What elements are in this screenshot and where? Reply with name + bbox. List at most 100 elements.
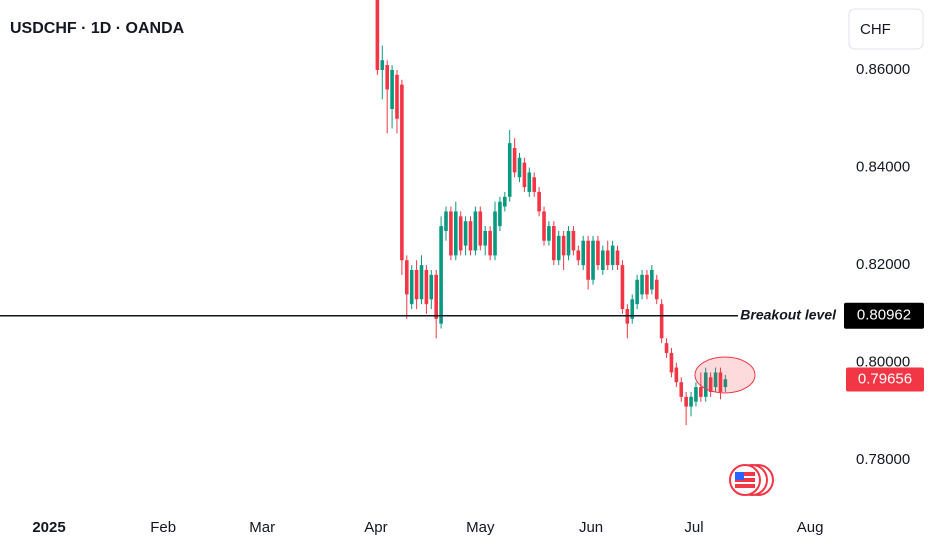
candle-body [503,196,507,207]
candle-body [640,274,644,295]
candle-body [576,250,581,261]
candle-body [561,235,566,256]
last-price: 0.79656 [858,370,912,387]
candle-body [380,60,385,70]
candle-body [566,230,571,256]
x-tick-label: Aug [797,519,824,536]
candle-body [605,250,610,266]
candle-body [498,201,502,227]
currency-box[interactable] [848,8,924,50]
chart-title: USDCHF · 1D · OANDA [10,20,185,37]
candle-body [556,235,561,261]
highlight-ellipse [694,356,756,394]
x-tick-label: Feb [150,519,176,536]
candle-body [703,372,708,397]
candle-body [679,382,684,397]
candle-body [512,148,517,173]
candle-body [713,372,718,388]
candle-body [689,396,693,407]
candle-body [390,69,394,109]
candle-body [404,260,409,295]
currency: CHF [860,21,891,38]
candle-body [414,269,419,300]
candle-body [630,299,635,319]
last-price-tag [846,367,924,392]
y-tick-label: 0.86000 [856,61,910,78]
candle-body [664,343,669,353]
candle-body [527,172,532,192]
candle-body [453,211,458,256]
candle-body [468,221,473,251]
candle-body [444,211,448,231]
candle-body [473,211,478,251]
candle-body [375,0,380,70]
y-tick-label: 0.84000 [856,159,910,176]
candle-body [615,250,620,266]
candle-body [596,240,600,266]
candle-body [493,211,497,256]
x-tick-label: Apr [364,519,387,536]
x-tick-label: Jul [684,519,703,536]
flag-stripe [735,476,755,478]
candle-body [547,226,551,241]
candle-body [395,74,399,119]
candle-body [610,245,615,266]
candle-body [434,274,438,319]
x-tick-label: Mar [249,519,275,536]
breakout-price: 0.80962 [857,307,911,324]
candle-body [542,211,546,241]
candle-body [586,240,590,280]
candle-body [522,162,527,188]
candles [375,0,728,426]
candle-body [694,387,698,402]
candle-body [581,240,586,266]
candle-body [699,387,703,397]
y-tick-label: 0.80000 [856,354,910,371]
candle-body [483,230,488,246]
candle-body [507,143,512,197]
candle-body [400,84,404,261]
x-tick-label: 2025 [32,519,65,536]
candle-body [718,372,723,392]
candle-body [591,240,595,280]
candle-body [552,226,556,261]
candle-body [409,269,414,305]
y-tick-label: 0.82000 [856,256,910,273]
candle-body [635,279,639,305]
candle-body [532,177,537,192]
candle-body [659,304,664,339]
flag-stripe [735,482,755,484]
candle-body [601,250,605,270]
candle-body [654,279,659,300]
candle-body [439,226,443,324]
candle-body [645,274,649,295]
candle-body [537,191,541,212]
candle-body [684,396,688,407]
x-tick-label: Jun [579,519,603,536]
candle-body [571,230,576,251]
candle-body [463,221,468,246]
x-tick-label: May [466,519,495,536]
candle-body [650,269,654,290]
candle-body [620,265,625,310]
candle-body [419,265,424,300]
candle-body [708,377,713,392]
candle-body [488,230,492,256]
candle-body [478,211,483,246]
breakout-label-bg [738,304,842,327]
candle-body [674,367,679,383]
candle-body [669,352,674,373]
candle-body [429,274,434,300]
candle-body [424,269,429,305]
candle-body [458,216,463,251]
breakout-price-tag [844,302,924,329]
candle-body [385,65,389,90]
event-icon[interactable] [729,464,774,496]
candle-body [517,157,522,178]
y-tick-label: 0.78000 [856,451,910,468]
candle-body [723,379,728,388]
candle-body [449,211,453,256]
flag-canton [735,472,744,480]
breakout-label: Breakout level [740,306,837,322]
